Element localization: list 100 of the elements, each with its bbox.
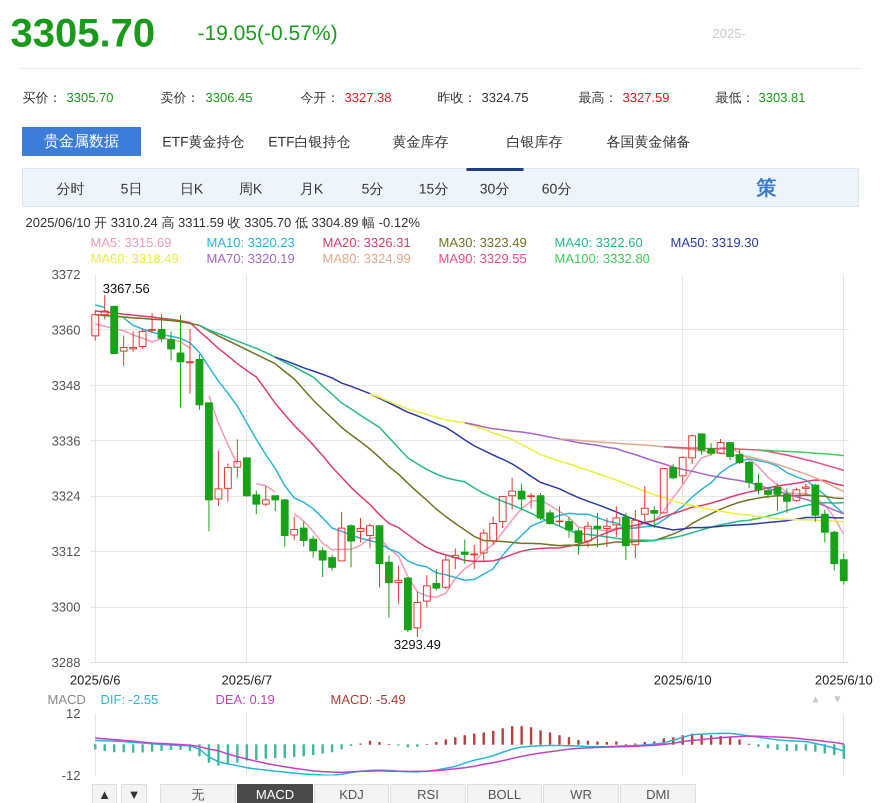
x-tick-label: 2025/6/10	[814, 672, 873, 688]
y-tick-label: 3300	[52, 600, 80, 615]
candlestick	[100, 294, 109, 320]
y-tick-label: 3312	[52, 544, 80, 560]
x-tick-label: 2025/6/6	[70, 672, 121, 688]
text: MA10: 3320.23	[206, 235, 295, 250]
candlestick	[422, 574, 431, 608]
text: 分时	[56, 180, 84, 196]
text: 最低：	[716, 90, 754, 105]
x-tick-label: 2025/6/7	[222, 672, 272, 688]
annotation: 3367.56	[102, 281, 150, 296]
candlestick	[602, 517, 611, 548]
text: 周K	[238, 180, 263, 196]
text: 月K	[300, 180, 324, 196]
candlestick	[802, 483, 810, 495]
y-tick-label: 3336	[52, 433, 80, 448]
candlestick	[233, 438, 242, 478]
text: -19.05(-0.57%)	[198, 22, 338, 45]
text: 3327.59	[622, 90, 670, 105]
chart-title: MACD	[48, 692, 86, 707]
line-series	[464, 422, 845, 515]
text: 各国黄金储备	[606, 134, 690, 150]
candlestick	[840, 553, 848, 585]
text: MA60: 3318.49	[90, 251, 179, 266]
text: DIF: -2.55	[100, 692, 158, 707]
text: MACD: -5.49	[330, 692, 406, 707]
text: ▼	[832, 694, 843, 706]
candlestick	[594, 512, 602, 548]
y-tick-label: 3372	[52, 267, 80, 282]
text: MA50: 3319.30	[670, 235, 759, 250]
y-tick-label: 3324	[52, 488, 80, 504]
text: 5日	[120, 180, 142, 196]
text: ▲	[98, 787, 111, 802]
candlestick	[167, 330, 175, 361]
candlestick	[290, 516, 298, 541]
text: 黄金库存	[392, 134, 448, 150]
text: 策	[756, 178, 776, 200]
text: 3303.81	[758, 90, 806, 105]
candlestick	[176, 314, 184, 408]
text: 昨收：	[438, 90, 476, 105]
text: MA80: 3324.99	[322, 251, 411, 266]
y-tick-label: 3348	[52, 378, 80, 393]
candlestick	[640, 486, 649, 524]
text: 3306.45	[206, 90, 252, 105]
text: DMI	[646, 787, 670, 802]
text: ▲	[810, 694, 821, 706]
candlestick	[460, 539, 469, 564]
text: 买价：	[22, 90, 62, 105]
text: 3327.38	[344, 90, 392, 105]
text: 最高：	[578, 90, 618, 105]
text: MA100: 3332.80	[554, 251, 650, 266]
text: 无	[192, 787, 204, 802]
candlestick	[451, 548, 460, 570]
text: 60分	[542, 180, 572, 196]
candlestick	[413, 591, 422, 638]
text: MA70: 3320.19	[206, 251, 295, 266]
candlestick	[612, 506, 620, 538]
annotation: 3293.49	[394, 637, 441, 652]
candlestick	[158, 314, 166, 342]
text: 3305.70	[10, 12, 156, 56]
text: KDJ	[339, 787, 364, 802]
candlestick	[508, 477, 516, 510]
y-tick-label: 3360	[52, 322, 80, 338]
candlestick	[252, 490, 260, 515]
text: MACD	[256, 787, 294, 802]
candlestick	[574, 528, 582, 556]
text: MA40: 3322.60	[554, 235, 643, 250]
text: DEA: 0.19	[216, 692, 275, 707]
text: ▼	[128, 787, 140, 802]
candlestick	[186, 328, 194, 394]
text: BOLL	[488, 787, 522, 802]
candlestick	[470, 544, 478, 570]
candlestick	[300, 521, 308, 548]
candlestick	[631, 510, 640, 559]
x-tick-label: 2025/6/10	[654, 672, 712, 688]
text: 5分	[362, 180, 384, 196]
text: 卖价：	[160, 90, 200, 105]
text: 3305.70	[66, 90, 114, 105]
y-tick-label: 12	[66, 706, 81, 721]
candlestick	[214, 450, 222, 506]
text: 3324.75	[482, 90, 528, 105]
text: 日K	[180, 180, 204, 196]
text: 15分	[418, 180, 448, 196]
text: 30分	[480, 180, 510, 196]
text: MA90: 3329.55	[438, 251, 527, 266]
candlestick	[394, 565, 402, 604]
text: RSI	[417, 787, 439, 802]
text: 白银库存	[506, 134, 562, 150]
candlestick	[754, 473, 762, 495]
text: ETF黄金持仓	[162, 134, 245, 150]
text: MA5: 3315.69	[90, 235, 172, 250]
y-tick-label: -12	[62, 768, 81, 783]
text: WR	[570, 787, 592, 802]
text: ETF白银持仓	[268, 134, 351, 150]
text: 今开：	[300, 90, 340, 105]
candlestick	[527, 492, 535, 509]
line-series	[198, 324, 845, 542]
text: MA30: 3323.49	[438, 235, 527, 250]
text: 贵金属数据	[44, 133, 119, 150]
candlestick	[518, 483, 526, 510]
